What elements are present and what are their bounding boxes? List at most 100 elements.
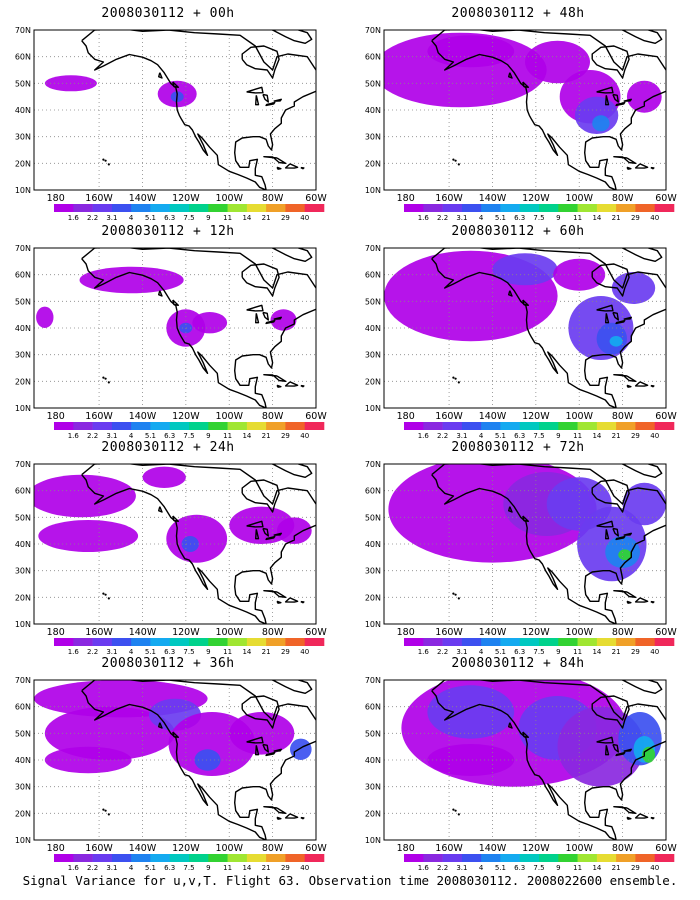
- lon-tick-label: 60W: [305, 843, 327, 854]
- lat-tick-label: 30N: [365, 567, 381, 576]
- coastline: [284, 597, 299, 603]
- lat-tick-label: 30N: [15, 133, 31, 142]
- coastline: [626, 600, 632, 604]
- coastline: [265, 101, 276, 107]
- coastline: [263, 374, 287, 382]
- colorbar-label: 14: [242, 864, 251, 872]
- colorbar-swatch: [519, 854, 540, 862]
- variance-contour-fill: [194, 749, 221, 771]
- colorbar-label: 2.2: [437, 648, 448, 656]
- lon-tick-label: 180: [47, 843, 65, 854]
- variance-contour-fill: [592, 115, 610, 132]
- lon-tick-label: 60W: [655, 843, 677, 854]
- colorbar-label: 5.1: [145, 864, 156, 872]
- colorbar-label: 4: [479, 432, 484, 440]
- colorbar-swatch: [558, 854, 578, 862]
- lat-tick-label: 70N: [15, 460, 31, 469]
- colorbar-label: 2.2: [87, 864, 98, 872]
- lon-tick-label: 80W: [262, 627, 284, 638]
- variance-contour-fill: [525, 40, 590, 84]
- colorbar-label: 11: [573, 648, 582, 656]
- lon-tick-label: 60W: [305, 193, 327, 204]
- colorbar-swatch: [111, 204, 132, 212]
- colorbar-swatch: [654, 854, 675, 862]
- variance-contour-fill: [192, 312, 228, 334]
- colorbar-swatch: [189, 204, 209, 212]
- coastline: [626, 384, 632, 388]
- lat-tick-label: 70N: [15, 26, 31, 35]
- colorbar-swatch: [423, 854, 443, 862]
- lon-tick-label: 80W: [612, 627, 634, 638]
- coastline: [276, 166, 282, 170]
- colorbar-swatch: [227, 422, 248, 430]
- colorbar-swatch: [73, 422, 93, 430]
- lon-tick-label: 80W: [612, 411, 634, 422]
- colorbar-label: 5.1: [495, 432, 506, 440]
- map-panel-48h: 2008030112 + 48h 70N 60N 50N 40N 30N 20N 10N 18…: [360, 6, 700, 222]
- colorbar-label: 21: [612, 214, 621, 222]
- island: [107, 597, 110, 600]
- colorbar-label: 11: [573, 432, 582, 440]
- lon-tick-label: 60W: [305, 627, 327, 638]
- colorbar-swatch: [423, 204, 443, 212]
- colorbar-label: 9: [206, 864, 210, 872]
- colorbar-swatch: [635, 422, 655, 430]
- colorbar-swatch: [285, 638, 305, 646]
- colorbar-label: 4: [129, 432, 134, 440]
- colorbar-swatch: [442, 204, 463, 212]
- lat-tick-label: 60N: [365, 271, 381, 280]
- lat-tick-label: 30N: [365, 133, 381, 142]
- coastline: [158, 722, 163, 729]
- lat-tick-label: 20N: [15, 159, 31, 168]
- lat-tick-label: 50N: [365, 729, 381, 738]
- lat-tick-label: 60N: [15, 703, 31, 712]
- colorbar-swatch: [131, 204, 151, 212]
- lat-tick-label: 70N: [365, 26, 381, 35]
- colorbar-label: 29: [281, 648, 290, 656]
- colorbar-swatch: [246, 854, 267, 862]
- colorbar-label: 4: [479, 648, 484, 656]
- lat-tick-label: 40N: [15, 324, 31, 333]
- lat-tick-label: 30N: [15, 567, 31, 576]
- coastline: [626, 166, 632, 170]
- coastline: [241, 263, 280, 297]
- lat-tick-label: 10N: [365, 404, 381, 413]
- lat-tick-label: 20N: [365, 809, 381, 818]
- coastline: [622, 680, 663, 694]
- coastline: [596, 304, 614, 312]
- coastline: [272, 680, 313, 694]
- lat-tick-label: 60N: [15, 271, 31, 280]
- colorbar-label: 29: [281, 214, 290, 222]
- colorbar-swatch: [635, 204, 655, 212]
- colorbar-label: 3.1: [106, 648, 117, 656]
- variance-contour-fill: [44, 746, 132, 774]
- colorbar-label: 7.5: [183, 432, 194, 440]
- plot-area: [34, 248, 316, 408]
- coastline: [522, 299, 529, 306]
- colorbar-swatch: [519, 422, 540, 430]
- island: [454, 159, 457, 162]
- colorbar-swatch: [266, 638, 286, 646]
- lat-tick-label: 50N: [15, 297, 31, 306]
- lat-tick-label: 70N: [15, 244, 31, 253]
- coastline: [262, 93, 269, 103]
- panel-title: 2008030112 + 00h: [101, 6, 235, 21]
- plot-frame: [33, 679, 317, 841]
- colorbar-label: 9: [206, 214, 210, 222]
- lon-tick-label: 60W: [655, 193, 677, 204]
- colorbar-swatch: [150, 854, 170, 862]
- coastline: [591, 479, 630, 513]
- lat-tick-label: 20N: [15, 593, 31, 602]
- lon-tick-label: 140W: [479, 193, 507, 204]
- colorbar-swatch: [189, 638, 209, 646]
- colorbar-swatch: [73, 204, 93, 212]
- colorbar-label: 2.2: [437, 864, 448, 872]
- coastline: [262, 527, 269, 537]
- coastline: [615, 319, 626, 325]
- colorbar-swatch: [131, 422, 151, 430]
- colorbar-swatch: [558, 422, 578, 430]
- coastline: [276, 816, 282, 820]
- colorbar-swatch: [442, 422, 463, 430]
- lat-tick-label: 60N: [365, 703, 381, 712]
- variance-contour-fill: [622, 482, 666, 526]
